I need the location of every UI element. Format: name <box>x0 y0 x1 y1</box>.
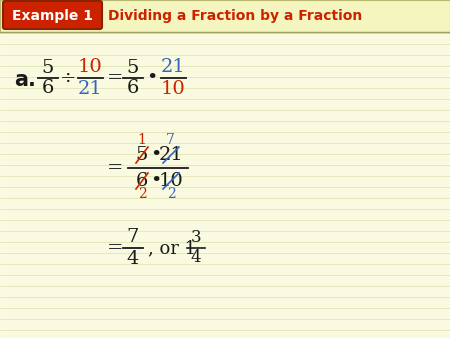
Text: 10: 10 <box>161 80 185 98</box>
Text: 2: 2 <box>166 187 176 201</box>
Text: 10: 10 <box>77 58 103 76</box>
Text: 4: 4 <box>127 250 139 268</box>
Text: 5: 5 <box>136 146 148 164</box>
Text: •: • <box>146 69 158 87</box>
Text: 1: 1 <box>138 133 146 147</box>
Text: a.: a. <box>14 70 36 90</box>
Text: 7: 7 <box>127 228 139 246</box>
Text: 3: 3 <box>191 230 201 246</box>
Text: =: = <box>107 69 123 87</box>
Text: Example 1: Example 1 <box>12 9 93 23</box>
Bar <box>0 0 450 32</box>
FancyBboxPatch shape <box>3 1 102 29</box>
Text: 21: 21 <box>77 80 103 98</box>
Text: 7: 7 <box>166 133 175 147</box>
Text: Dividing a Fraction by a Fraction: Dividing a Fraction by a Fraction <box>108 9 362 23</box>
Text: 6: 6 <box>127 79 139 97</box>
Text: 6: 6 <box>42 79 54 97</box>
Text: 21: 21 <box>158 146 184 164</box>
Text: 10: 10 <box>158 172 184 190</box>
Text: ÷: ÷ <box>60 69 76 87</box>
Text: =: = <box>107 239 123 257</box>
Text: •: • <box>150 172 162 190</box>
Text: •: • <box>150 146 162 164</box>
Text: 6: 6 <box>136 172 148 190</box>
Text: =: = <box>107 159 123 177</box>
Text: , or 1: , or 1 <box>148 239 196 257</box>
Text: 5: 5 <box>127 59 139 77</box>
Text: 21: 21 <box>161 58 185 76</box>
Text: 2: 2 <box>138 187 146 201</box>
Text: 4: 4 <box>191 249 201 266</box>
Text: 5: 5 <box>42 59 54 77</box>
